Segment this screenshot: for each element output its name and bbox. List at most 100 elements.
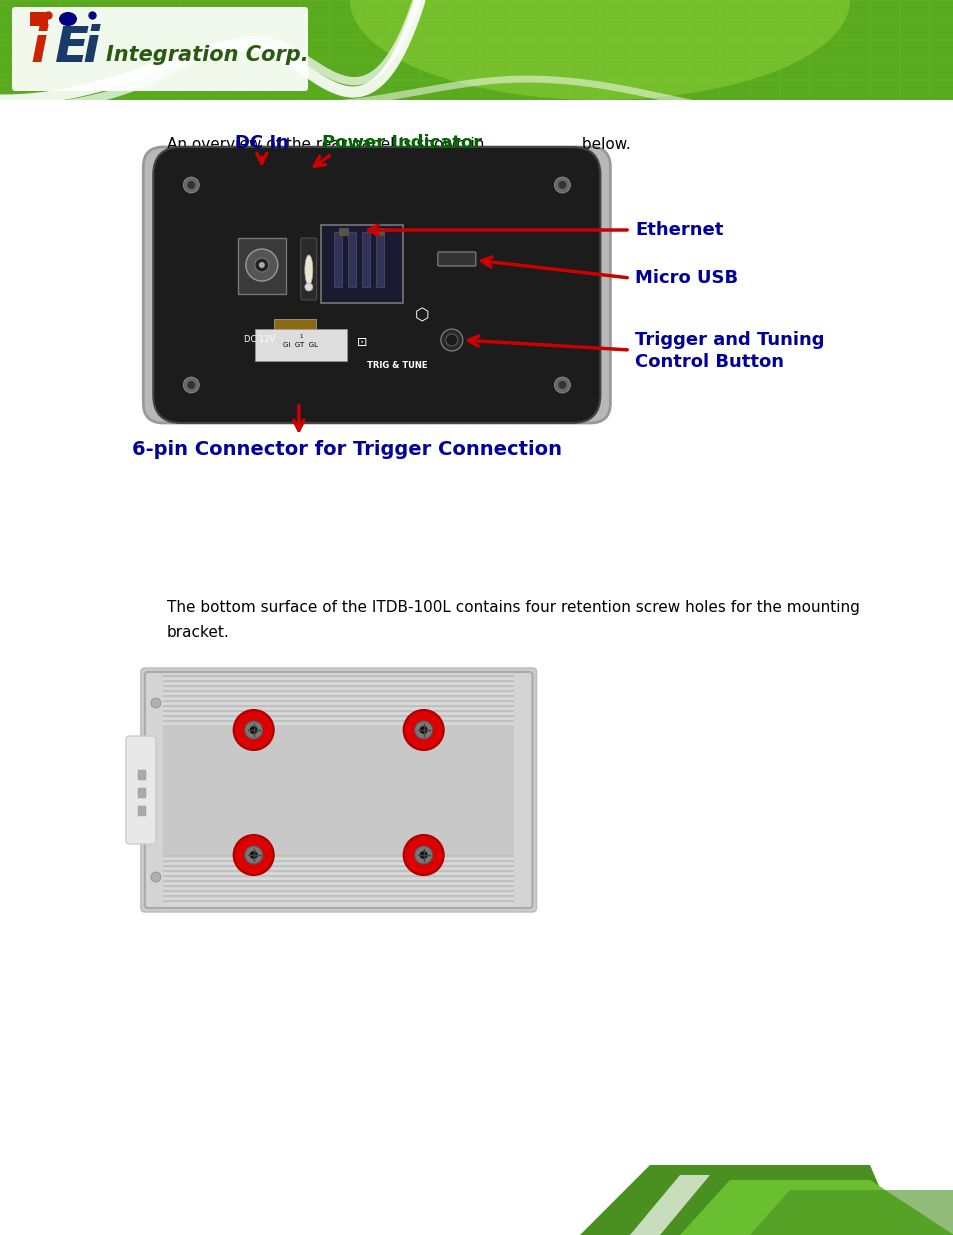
- Polygon shape: [749, 1191, 953, 1235]
- Bar: [163, 869, 514, 872]
- Circle shape: [254, 258, 269, 272]
- Circle shape: [419, 726, 427, 734]
- Bar: [163, 857, 514, 860]
- FancyBboxPatch shape: [126, 736, 155, 844]
- Bar: [163, 678, 514, 679]
- Bar: [163, 895, 514, 897]
- Ellipse shape: [305, 254, 313, 285]
- Bar: [163, 695, 514, 697]
- Bar: [163, 690, 514, 692]
- Bar: [163, 680, 514, 682]
- FancyBboxPatch shape: [145, 672, 532, 908]
- Bar: [163, 872, 514, 874]
- Text: ⊡: ⊡: [356, 336, 367, 350]
- Text: TRIG & TUNE: TRIG & TUNE: [366, 361, 427, 369]
- FancyBboxPatch shape: [153, 147, 599, 424]
- Text: Integration Corp.: Integration Corp.: [106, 44, 309, 65]
- Text: bracket.: bracket.: [167, 625, 230, 640]
- Text: GI  GT  GL: GI GT GL: [283, 342, 318, 348]
- Bar: [361, 232, 370, 287]
- Circle shape: [187, 382, 195, 389]
- Ellipse shape: [59, 12, 77, 26]
- Circle shape: [558, 182, 566, 189]
- Text: E: E: [55, 23, 89, 72]
- Bar: [138, 806, 146, 816]
- FancyBboxPatch shape: [274, 319, 315, 338]
- Text: An overview of the rear panel is shown in                    below.: An overview of the rear panel is shown i…: [167, 137, 630, 152]
- Circle shape: [183, 177, 199, 193]
- Bar: [338, 228, 349, 236]
- Circle shape: [440, 329, 462, 351]
- FancyBboxPatch shape: [141, 668, 536, 911]
- Bar: [163, 698, 514, 699]
- Circle shape: [250, 726, 257, 734]
- Bar: [163, 708, 514, 709]
- Text: 6-pin Connector for Trigger Connection: 6-pin Connector for Trigger Connection: [132, 440, 561, 459]
- Text: Power Indicator: Power Indicator: [321, 135, 481, 152]
- Bar: [163, 710, 514, 713]
- Circle shape: [151, 698, 161, 708]
- Bar: [163, 893, 514, 894]
- Bar: [163, 693, 514, 694]
- FancyBboxPatch shape: [12, 7, 308, 91]
- Text: i: i: [30, 23, 47, 72]
- Bar: [163, 722, 514, 725]
- Circle shape: [554, 177, 570, 193]
- Bar: [375, 232, 383, 287]
- Circle shape: [244, 721, 262, 739]
- Bar: [163, 898, 514, 899]
- Polygon shape: [579, 1165, 899, 1235]
- FancyBboxPatch shape: [320, 225, 402, 303]
- Bar: [163, 885, 514, 887]
- Text: Micro USB: Micro USB: [635, 269, 738, 287]
- FancyBboxPatch shape: [254, 329, 347, 361]
- Circle shape: [151, 872, 161, 882]
- Circle shape: [415, 721, 433, 739]
- FancyBboxPatch shape: [300, 238, 316, 300]
- Bar: [163, 718, 514, 720]
- Circle shape: [558, 382, 566, 389]
- Polygon shape: [629, 1174, 709, 1235]
- Bar: [163, 862, 514, 864]
- Text: 1: 1: [299, 335, 302, 340]
- Text: Control Button: Control Button: [635, 353, 783, 370]
- Bar: [163, 860, 514, 862]
- Bar: [163, 876, 514, 877]
- Bar: [163, 878, 514, 879]
- Bar: [163, 903, 514, 904]
- Circle shape: [403, 710, 443, 750]
- Bar: [163, 867, 514, 869]
- Text: DC 12V: DC 12V: [244, 336, 275, 345]
- Bar: [163, 683, 514, 684]
- Bar: [30, 12, 48, 26]
- Bar: [163, 705, 514, 706]
- Text: Ethernet: Ethernet: [635, 221, 722, 240]
- Circle shape: [233, 835, 274, 876]
- Circle shape: [246, 249, 277, 282]
- Bar: [334, 232, 341, 287]
- Bar: [138, 788, 146, 798]
- Bar: [163, 855, 514, 857]
- Bar: [138, 769, 146, 781]
- FancyBboxPatch shape: [237, 238, 286, 294]
- Ellipse shape: [350, 0, 849, 100]
- Circle shape: [305, 283, 313, 291]
- Circle shape: [445, 333, 457, 346]
- Circle shape: [183, 377, 199, 393]
- FancyBboxPatch shape: [437, 252, 476, 266]
- Bar: [163, 685, 514, 687]
- Text: Trigger and Tuning: Trigger and Tuning: [635, 331, 823, 350]
- Text: DC In: DC In: [234, 135, 289, 152]
- Circle shape: [554, 377, 570, 393]
- Bar: [348, 232, 355, 287]
- Circle shape: [258, 262, 265, 268]
- Text: The bottom surface of the ITDB-100L contains four retention screw holes for the : The bottom surface of the ITDB-100L cont…: [167, 600, 859, 615]
- Bar: [163, 900, 514, 902]
- Bar: [375, 228, 384, 236]
- Bar: [163, 888, 514, 889]
- Bar: [0, 0, 953, 100]
- Circle shape: [187, 182, 195, 189]
- Bar: [163, 715, 514, 718]
- Bar: [163, 883, 514, 884]
- Bar: [163, 688, 514, 689]
